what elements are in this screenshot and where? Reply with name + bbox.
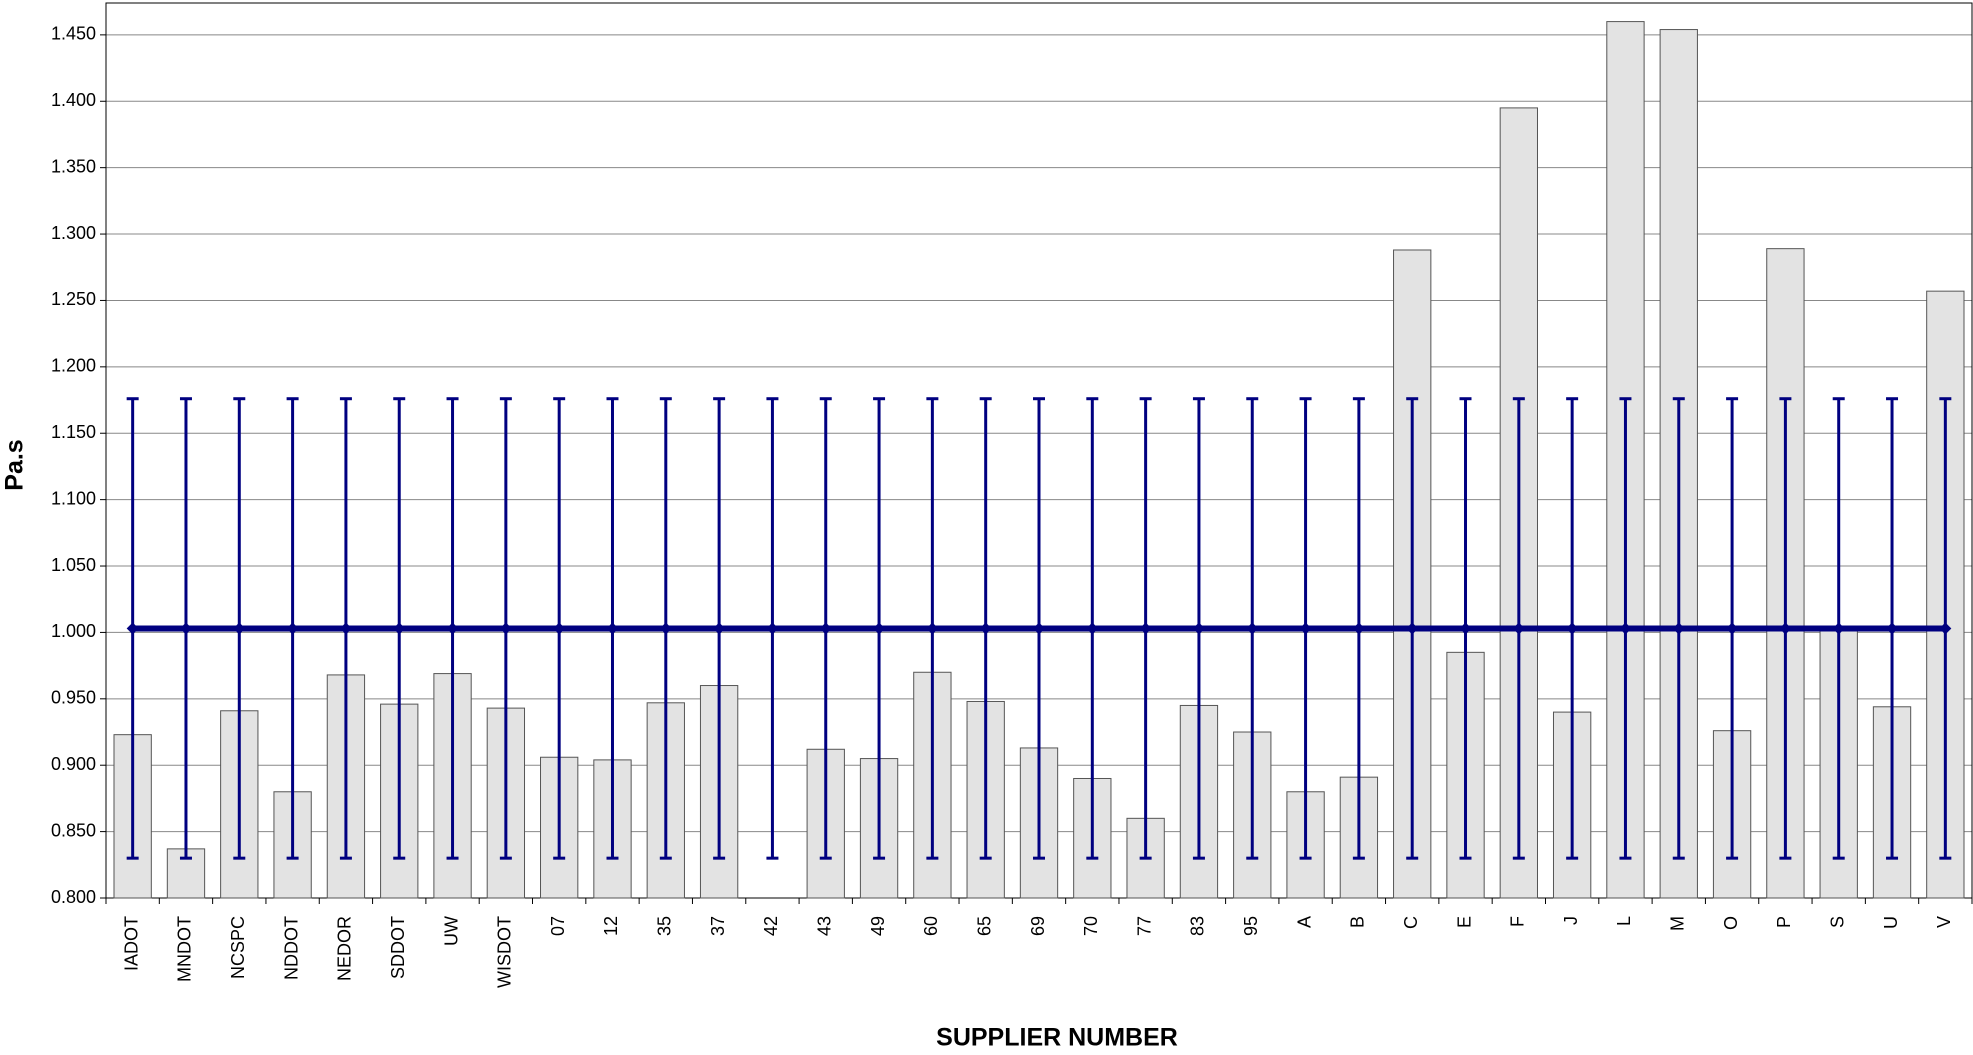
x-tick-label: 49: [868, 916, 888, 936]
y-tick-label: 1.000: [51, 621, 96, 641]
mean-marker: [233, 622, 246, 635]
mean-marker: [926, 622, 939, 635]
x-tick-label: U: [1881, 916, 1901, 929]
mean-marker: [1939, 622, 1952, 635]
x-tick-label: S: [1827, 916, 1847, 928]
mean-marker: [1779, 622, 1792, 635]
mean-marker: [1033, 622, 1045, 635]
x-tick-label: 65: [974, 916, 994, 936]
y-tick-label: 0.900: [51, 754, 96, 774]
mean-marker: [1726, 622, 1739, 635]
mean-marker: [606, 622, 619, 635]
x-tick-label: 95: [1241, 916, 1261, 936]
x-tick-label: E: [1454, 916, 1474, 928]
x-axis-title: SUPPLIER NUMBER: [936, 1024, 1178, 1052]
y-tick-label: 1.100: [51, 488, 96, 508]
mean-marker: [1886, 622, 1899, 635]
mean-marker: [1086, 622, 1099, 635]
x-tick-label: MNDOT: [175, 916, 195, 982]
mean-marker: [1352, 622, 1365, 635]
x-tick-label: P: [1774, 916, 1794, 928]
x-tick-label: 35: [655, 916, 675, 936]
mean-marker: [659, 622, 672, 635]
mean-marker: [979, 622, 992, 635]
mean-marker: [393, 622, 406, 635]
mean-marker: [1566, 622, 1579, 635]
mean-marker: [819, 622, 832, 635]
x-tick-label: 12: [601, 916, 621, 936]
x-tick-label: V: [1934, 916, 1954, 928]
x-tick-label: IADOT: [121, 916, 141, 971]
y-tick-label: 0.850: [51, 820, 96, 840]
x-tick-label: M: [1668, 916, 1688, 931]
x-tick-label: 69: [1028, 916, 1048, 936]
x-tick-label: 43: [814, 916, 834, 936]
x-tick-label: F: [1508, 916, 1528, 927]
y-tick-label: 1.300: [51, 223, 96, 243]
y-tick-label: 1.400: [51, 90, 96, 110]
mean-marker: [1192, 622, 1205, 635]
y-tick-label: 1.150: [51, 422, 96, 442]
mean-marker: [286, 622, 299, 635]
mean-marker: [553, 622, 566, 635]
y-tick-label: 1.250: [51, 289, 96, 309]
x-tick-label: 83: [1188, 916, 1208, 936]
x-tick-label: WISDOT: [495, 916, 515, 988]
mean-marker: [1672, 622, 1685, 635]
y-tick-label: 1.050: [51, 555, 96, 575]
x-tick-label: 60: [921, 916, 941, 936]
mean-marker: [446, 622, 459, 635]
mean-marker: [1406, 622, 1419, 635]
y-tick-label: 0.950: [51, 688, 96, 708]
x-tick-label: 77: [1134, 916, 1154, 936]
x-tick-label: 07: [548, 916, 568, 936]
x-tick-label: 42: [761, 916, 781, 936]
mean-marker: [766, 622, 779, 635]
mean-marker: [1619, 622, 1632, 635]
y-tick-label: 1.350: [51, 156, 96, 176]
x-tick-label: UW: [441, 916, 461, 946]
x-tick-label: O: [1721, 916, 1741, 930]
mean-marker: [1459, 622, 1472, 635]
x-tick-label: 70: [1081, 916, 1101, 936]
mean-marker: [1139, 622, 1152, 635]
mean-marker: [1299, 622, 1312, 635]
x-tick-label: 37: [708, 916, 728, 936]
x-tick-label: NDDOT: [281, 916, 301, 980]
mean-marker: [1512, 622, 1525, 635]
mean-marker: [339, 622, 352, 635]
y-axis-title: Pa.s: [1, 439, 29, 490]
y-tick-label: 1.200: [51, 356, 96, 376]
x-tick-label: L: [1614, 916, 1634, 926]
mean-marker: [713, 622, 726, 635]
y-tick-label: 1.450: [51, 24, 96, 44]
y-tick-label: 0.800: [51, 887, 96, 907]
x-tick-label: C: [1401, 916, 1421, 929]
mean-marker: [179, 622, 192, 635]
x-tick-label: NEDOR: [335, 916, 355, 981]
mean-marker: [1246, 622, 1259, 635]
mean-marker: [873, 622, 886, 635]
x-tick-label: A: [1294, 916, 1314, 928]
x-tick-label: SDDOT: [388, 916, 408, 979]
x-tick-label: NCSPC: [228, 916, 248, 979]
mean-marker: [1832, 622, 1845, 635]
mean-marker: [499, 622, 512, 635]
mean-marker: [126, 622, 139, 635]
x-tick-label: B: [1348, 916, 1368, 928]
x-tick-label: J: [1561, 916, 1581, 925]
